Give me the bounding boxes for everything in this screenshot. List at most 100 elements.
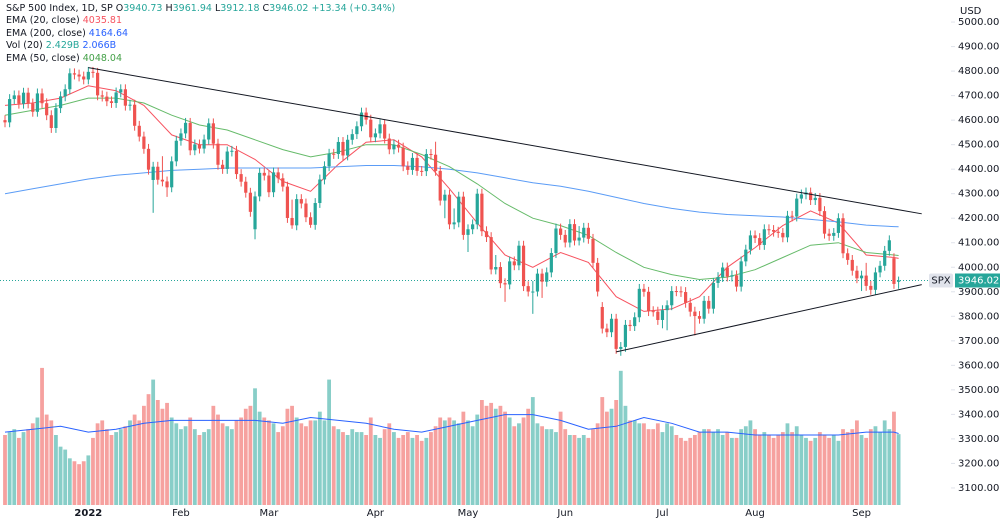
candle-body — [457, 196, 461, 223]
candle-body — [836, 218, 840, 233]
volume-bar — [470, 426, 475, 505]
candle-body — [137, 125, 141, 137]
y-tick-label: 3500.00 — [958, 385, 999, 396]
candle-body — [304, 203, 308, 218]
volume-bar — [299, 423, 304, 505]
x-tick-label: Feb — [172, 508, 190, 519]
candle-body — [211, 123, 215, 144]
volume-bar — [276, 432, 281, 505]
volume-bar — [419, 440, 424, 505]
candle-body — [721, 267, 725, 278]
candle-body — [308, 217, 313, 225]
volume-bar — [433, 426, 438, 505]
x-tick-label: Jun — [556, 508, 573, 519]
volume-bar — [692, 435, 697, 505]
candle-body — [549, 253, 553, 273]
candle-body — [387, 138, 391, 150]
y-tick-label: 4600.00 — [958, 115, 999, 126]
volume-bar — [155, 400, 160, 505]
candle-body — [410, 157, 415, 170]
candle-body — [744, 249, 748, 262]
candle-body — [54, 108, 58, 128]
volume-bar — [637, 423, 642, 505]
volume-bar — [790, 432, 794, 505]
candle-body — [827, 233, 831, 236]
candle-body — [114, 92, 118, 103]
candle-body — [332, 153, 336, 155]
volume-bar — [725, 432, 730, 505]
candle-body — [133, 104, 137, 126]
volume-bar — [114, 432, 119, 505]
volume-bar — [827, 437, 832, 505]
candle-body — [725, 267, 729, 277]
volume-bar — [873, 426, 878, 505]
legend-value: 2.066B — [82, 40, 117, 52]
x-tick-label: Jul — [655, 508, 668, 519]
y-tick-label: 3200.00 — [958, 458, 999, 469]
y-tick-label: 3700.00 — [958, 336, 999, 347]
volume-bar — [753, 429, 757, 505]
volume-bar — [304, 426, 308, 505]
volume-bar — [280, 426, 285, 505]
volume-bar — [651, 429, 656, 505]
volume-bar — [586, 437, 591, 505]
volume-bar — [35, 417, 40, 505]
candle-body — [8, 99, 12, 123]
volume-bar — [794, 426, 799, 505]
candle-body — [697, 316, 702, 319]
volume-bar — [595, 423, 600, 505]
candle-body — [813, 197, 817, 201]
candle-body — [508, 261, 512, 285]
volume-bar — [535, 423, 540, 505]
candle-body — [730, 275, 734, 277]
volume-bar — [378, 437, 382, 505]
candle-body — [119, 89, 123, 93]
trendline — [88, 67, 922, 215]
candle-body — [378, 124, 382, 134]
x-tick-label: Mar — [259, 508, 279, 519]
candle-body — [221, 164, 225, 169]
candle-body — [559, 228, 563, 235]
candle-body — [82, 76, 86, 80]
candle-body — [809, 192, 813, 201]
volume-bar — [368, 417, 373, 505]
candle-body — [633, 317, 637, 327]
volume-bar — [364, 435, 369, 505]
volume-bar — [767, 435, 771, 505]
volume-bar — [558, 411, 563, 505]
candle-body — [656, 311, 660, 320]
candle-body — [873, 272, 878, 290]
volume-bar — [813, 437, 818, 505]
y-tick-label: 4200.00 — [958, 213, 999, 224]
candle-body — [355, 126, 359, 135]
candle-body — [447, 194, 452, 225]
volume-bar — [174, 423, 179, 505]
candle-body — [818, 197, 822, 212]
volume-bars — [3, 367, 901, 505]
symbol-tag-box — [929, 273, 953, 288]
candle-body — [484, 231, 489, 238]
candle-body — [295, 199, 299, 226]
legend-title: S&P 500 Index, 1D, SP — [6, 3, 113, 14]
volume-bar — [327, 379, 331, 505]
volume-bar — [202, 432, 206, 505]
candle-body — [12, 95, 16, 100]
volume-bar — [554, 432, 558, 505]
candle-body — [859, 275, 864, 279]
candle-body — [142, 136, 146, 149]
x-tick-label: 2022 — [74, 508, 102, 519]
candle-body — [600, 306, 604, 329]
volume-bar — [401, 435, 406, 505]
candle-body — [572, 224, 577, 241]
volume-bar — [720, 435, 725, 505]
volume-bar — [461, 411, 466, 505]
volume-bar — [91, 437, 95, 505]
volume-bar — [674, 435, 679, 505]
volume-bar — [540, 426, 544, 505]
candle-body — [707, 300, 711, 309]
volume-bar — [290, 405, 294, 505]
candle-body — [267, 175, 271, 193]
candle-body — [207, 123, 211, 140]
candle-body — [748, 235, 753, 250]
y-tick-label: 4100.00 — [958, 238, 999, 249]
